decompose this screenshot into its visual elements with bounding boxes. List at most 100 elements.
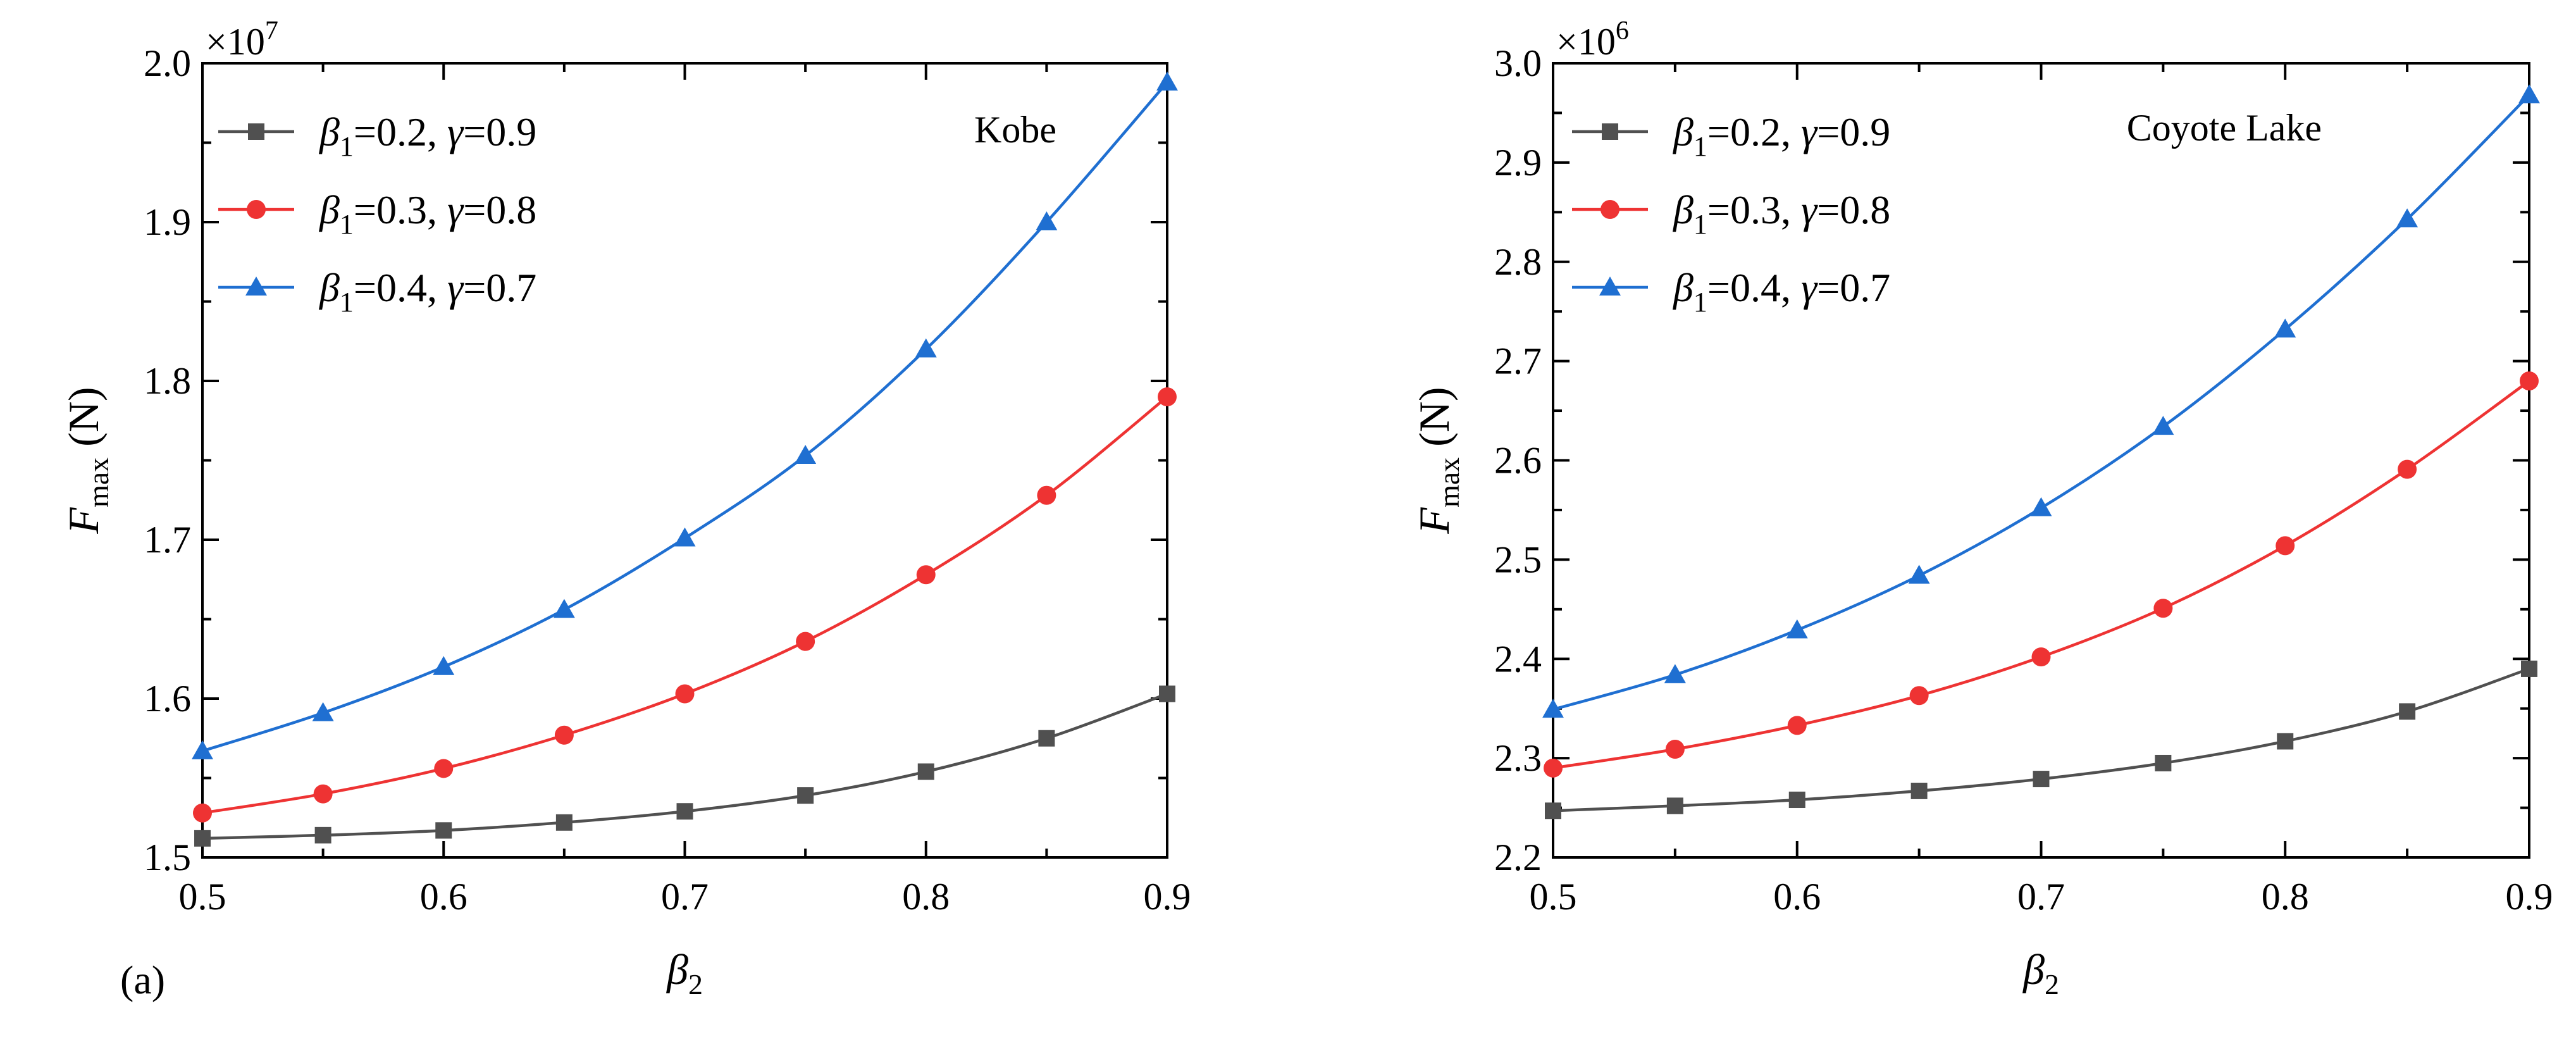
data-point [312, 702, 334, 721]
data-point [192, 740, 213, 759]
data-point [1665, 740, 1685, 759]
data-point [1787, 716, 1807, 735]
data-point [2153, 599, 2173, 618]
data-point [1786, 619, 1808, 638]
data-point [2520, 371, 2539, 390]
y-axis-label: Fmax (N) [1410, 387, 1465, 534]
data-point [2152, 416, 2174, 435]
legend-label: β1=0.4, γ=0.7 [318, 265, 536, 318]
x-tick-label: 0.6 [420, 876, 468, 918]
data-point [675, 684, 695, 704]
data-point [915, 338, 937, 358]
data-point [1602, 123, 1618, 140]
y-tick-label: 2.9 [1494, 142, 1542, 184]
data-point [674, 527, 696, 547]
data-point [916, 565, 936, 585]
series-3 [1542, 84, 2540, 718]
data-point [1038, 730, 1055, 747]
series-3 [192, 72, 1178, 759]
data-point [2031, 647, 2051, 667]
y-tick-label: 2.8 [1494, 241, 1542, 283]
data-point [1664, 664, 1686, 683]
data-point [1788, 792, 1805, 809]
y-tick-label: 1.9 [144, 201, 191, 243]
data-point [2399, 703, 2416, 720]
x-tick-label: 0.9 [2506, 876, 2553, 918]
data-point [2396, 208, 2418, 228]
series-line [202, 395, 1168, 814]
series-2 [193, 387, 1177, 823]
x-tick-label: 0.7 [661, 876, 709, 918]
data-point [435, 822, 452, 839]
data-point [1908, 564, 1930, 584]
y-tick-label: 2.3 [1494, 737, 1542, 779]
plot-frame [201, 62, 1168, 859]
x-axis-label: β2 [666, 945, 703, 1000]
data-point [1156, 72, 1178, 91]
legend-label: β1=0.4, γ=0.7 [1672, 265, 1890, 318]
data-point [553, 599, 575, 618]
data-point [1666, 797, 1683, 814]
legend-item: β1=0.3, γ=0.8 [218, 187, 536, 240]
x-tick-label: 0.9 [1144, 876, 1191, 918]
data-point [194, 830, 211, 847]
data-point [1545, 802, 1561, 819]
y-tick-label: 1.8 [144, 360, 191, 402]
series-1 [1545, 660, 2537, 819]
legend-label: β1=0.3, γ=0.8 [1672, 187, 1890, 240]
legend-item: β1=0.4, γ=0.7 [1572, 265, 1890, 318]
data-point [797, 787, 814, 804]
dataset-annotation: Kobe [974, 109, 1056, 151]
legend-label: β1=0.2, γ=0.9 [1672, 109, 1890, 162]
data-point [193, 803, 212, 823]
y-tick-label: 3.0 [1494, 42, 1542, 84]
data-point [554, 725, 574, 745]
y-tick-label: 2.7 [1494, 340, 1542, 382]
data-point [1542, 699, 1564, 718]
data-point [795, 444, 817, 464]
data-point [676, 803, 693, 820]
data-point [245, 277, 267, 296]
data-point [1544, 758, 1563, 778]
chart-kobe: 0.5 0.6 0.7 0.8 0.9 1.5 1.6 1.7 1.8 1.9 2.0 ×107 β2 F… [59, 16, 1191, 1000]
data-point [917, 763, 934, 780]
legend-item: β1=0.4, γ=0.7 [218, 265, 536, 318]
x-tick-label: 0.5 [179, 876, 226, 918]
data-point [434, 759, 454, 778]
series-1 [194, 685, 1175, 847]
x-axis-label: β2 [2022, 945, 2059, 1000]
legend-item: β1=0.2, γ=0.9 [218, 109, 536, 162]
data-point [2033, 771, 2050, 788]
y-tick-label: 1.5 [144, 837, 191, 878]
y-tick-label: 2.2 [1494, 837, 1542, 878]
data-point [1601, 200, 1619, 219]
x-tick-label: 0.8 [2262, 876, 2309, 918]
data-point [1909, 686, 1929, 706]
y-tick-label: 1.6 [144, 678, 191, 719]
panel-label: (a) [120, 957, 165, 1002]
axis-multiplier: ×107 [206, 16, 278, 63]
data-point [1599, 277, 1621, 296]
data-point [247, 200, 266, 219]
data-point [2398, 459, 2417, 479]
y-tick-label: 2.0 [144, 42, 191, 84]
x-tick-label: 0.8 [902, 876, 950, 918]
data-point [2030, 497, 2052, 516]
y-tick-label: 2.6 [1494, 440, 1542, 482]
data-point [1158, 387, 1177, 407]
x-tick-label: 0.7 [2017, 876, 2065, 918]
data-point [2155, 754, 2172, 771]
data-point [433, 656, 455, 675]
data-point [555, 814, 573, 831]
x-tick-label: 0.5 [1530, 876, 1577, 918]
series-line [1552, 667, 2530, 813]
y-axis-label: Fmax (N) [59, 387, 115, 534]
series-line [1552, 94, 2530, 711]
data-point [2274, 318, 2296, 338]
data-point [313, 784, 333, 804]
data-point [1910, 782, 1928, 799]
x-tick-label: 0.6 [1773, 876, 1821, 918]
data-point [2521, 660, 2537, 677]
legend-label: β1=0.2, γ=0.9 [318, 109, 536, 162]
